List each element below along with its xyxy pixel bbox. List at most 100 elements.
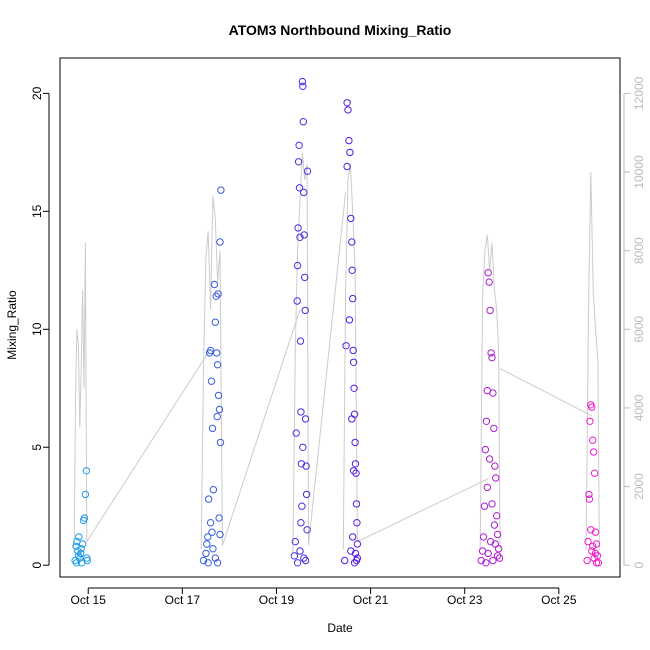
data-point-f5-10 <box>592 540 601 548</box>
data-point-f4-10 <box>487 349 495 357</box>
altitude-connector-0 <box>86 348 212 542</box>
data-point-f2-30 <box>297 519 305 527</box>
data-point-f5-19 <box>591 549 600 558</box>
axes: 0 5 10 15 20 0 2000 4000 6000 8000 10000 12000 Oct 1… <box>30 57 646 607</box>
data-point-f5-18 <box>589 542 597 550</box>
x-axis-label: Date <box>327 621 353 635</box>
y-right-tick-label-0: 0 <box>632 562 646 569</box>
data-point-f5-6 <box>589 436 597 444</box>
y-right-tick-label-4: 8000 <box>632 237 646 264</box>
data-point-f4-13 <box>490 424 498 433</box>
data-point-f2-11 <box>297 408 305 416</box>
data-point-f1-22 <box>216 438 225 447</box>
y-right-tick-label-3: 6000 <box>632 316 646 343</box>
data-point-f2-5 <box>294 224 302 232</box>
data-point-f2-26 <box>300 554 308 562</box>
data-point-f4-27 <box>485 455 494 463</box>
data-point-f0-12 <box>82 467 91 475</box>
data-point-f4-26 <box>483 483 491 492</box>
data-point-f3-1 <box>342 342 350 350</box>
altitude-trace-flight-5 <box>585 171 600 550</box>
data-point-f2-23 <box>302 490 311 499</box>
data-point-f3-2 <box>343 99 351 107</box>
mixing-ratio-points <box>71 77 603 567</box>
data-point-f1-3 <box>204 533 212 541</box>
data-point-f4-2 <box>479 533 488 541</box>
data-point-f2-28 <box>296 547 304 555</box>
x-tick-label-5: Oct 25 <box>541 593 577 607</box>
data-point-f3-7 <box>348 238 356 246</box>
data-point-f1-18 <box>216 238 224 246</box>
data-point-f1-9 <box>209 486 218 494</box>
y-tick-label-4: 20 <box>30 86 44 100</box>
y-right-tick-label-5: 10000 <box>632 155 646 189</box>
data-point-f2-16 <box>299 118 307 126</box>
data-point-f5-1 <box>584 537 592 546</box>
altitude-trace-flight-4 <box>479 234 501 550</box>
y-tick-label-1: 5 <box>30 444 44 451</box>
data-point-f4-28 <box>488 500 496 508</box>
altitude-connector-1 <box>221 309 301 546</box>
data-point-f5-13 <box>585 495 594 503</box>
altitude-lines <box>73 152 600 554</box>
data-point-f5-16 <box>592 559 601 567</box>
data-point-f1-17 <box>215 514 223 522</box>
data-point-f1-12 <box>212 292 220 300</box>
data-point-f3-0 <box>341 556 349 565</box>
x-tick-label-3: Oct 21 <box>353 593 389 607</box>
data-point-f0-6 <box>77 549 85 558</box>
data-point-f2-4 <box>293 261 302 270</box>
data-point-f4-15 <box>492 474 500 482</box>
data-point-f1-4 <box>205 495 213 503</box>
altitude-trace-flight-2 <box>292 152 309 554</box>
data-point-f3-21 <box>345 316 354 324</box>
altitude-connector-3 <box>357 478 489 543</box>
data-point-f1-19 <box>217 186 225 194</box>
data-point-f1-26 <box>213 559 222 567</box>
data-point-f4-19 <box>495 554 504 562</box>
x-tick-label-1: Oct 17 <box>165 593 201 607</box>
data-point-f5-17 <box>587 526 595 534</box>
data-point-f2-7 <box>295 141 303 150</box>
data-point-f2-21 <box>301 415 310 423</box>
data-point-f3-4 <box>345 136 353 145</box>
data-point-f1-1 <box>202 549 210 558</box>
data-point-f5-0 <box>583 556 591 565</box>
data-point-f4-25 <box>493 552 502 560</box>
data-point-f3-16 <box>352 469 360 477</box>
data-point-f3-6 <box>347 214 355 223</box>
data-point-f4-16 <box>493 512 501 520</box>
data-point-f2-24 <box>303 526 311 534</box>
data-point-f0-17 <box>77 545 85 553</box>
data-point-f4-12 <box>489 389 497 397</box>
data-point-f3-22 <box>348 415 356 423</box>
data-point-f4-20 <box>482 559 490 567</box>
data-point-f1-24 <box>209 545 217 553</box>
data-point-f2-15 <box>299 82 307 91</box>
data-point-f3-10 <box>349 346 357 355</box>
y-axis-label: Mixing_Ratio <box>5 290 19 360</box>
data-point-f1-29 <box>208 528 216 536</box>
data-point-f1-25 <box>211 554 220 562</box>
data-point-f2-6 <box>294 158 303 166</box>
data-point-f4-0 <box>477 556 485 565</box>
data-point-f4-17 <box>493 530 502 539</box>
x-tick-label-0: Oct 15 <box>71 593 107 607</box>
data-point-f3-23 <box>349 467 358 475</box>
data-point-f1-7 <box>207 377 216 385</box>
data-point-f1-2 <box>203 540 211 548</box>
data-point-f2-22 <box>302 462 310 470</box>
data-point-f5-7 <box>589 448 598 456</box>
data-point-f1-16 <box>214 290 222 298</box>
y-tick-label-0: 0 <box>30 562 44 569</box>
data-point-f3-28 <box>349 533 357 541</box>
data-point-f4-3 <box>480 502 489 510</box>
data-point-f2-9 <box>296 233 304 242</box>
data-point-f3-20 <box>343 162 351 171</box>
data-point-f1-14 <box>213 412 221 421</box>
data-point-f2-20 <box>301 306 309 315</box>
chart-title: ATOM3 Northbound Mixing_Ratio <box>229 22 452 38</box>
data-point-f2-14 <box>298 77 307 86</box>
data-point-f5-3 <box>586 417 594 425</box>
